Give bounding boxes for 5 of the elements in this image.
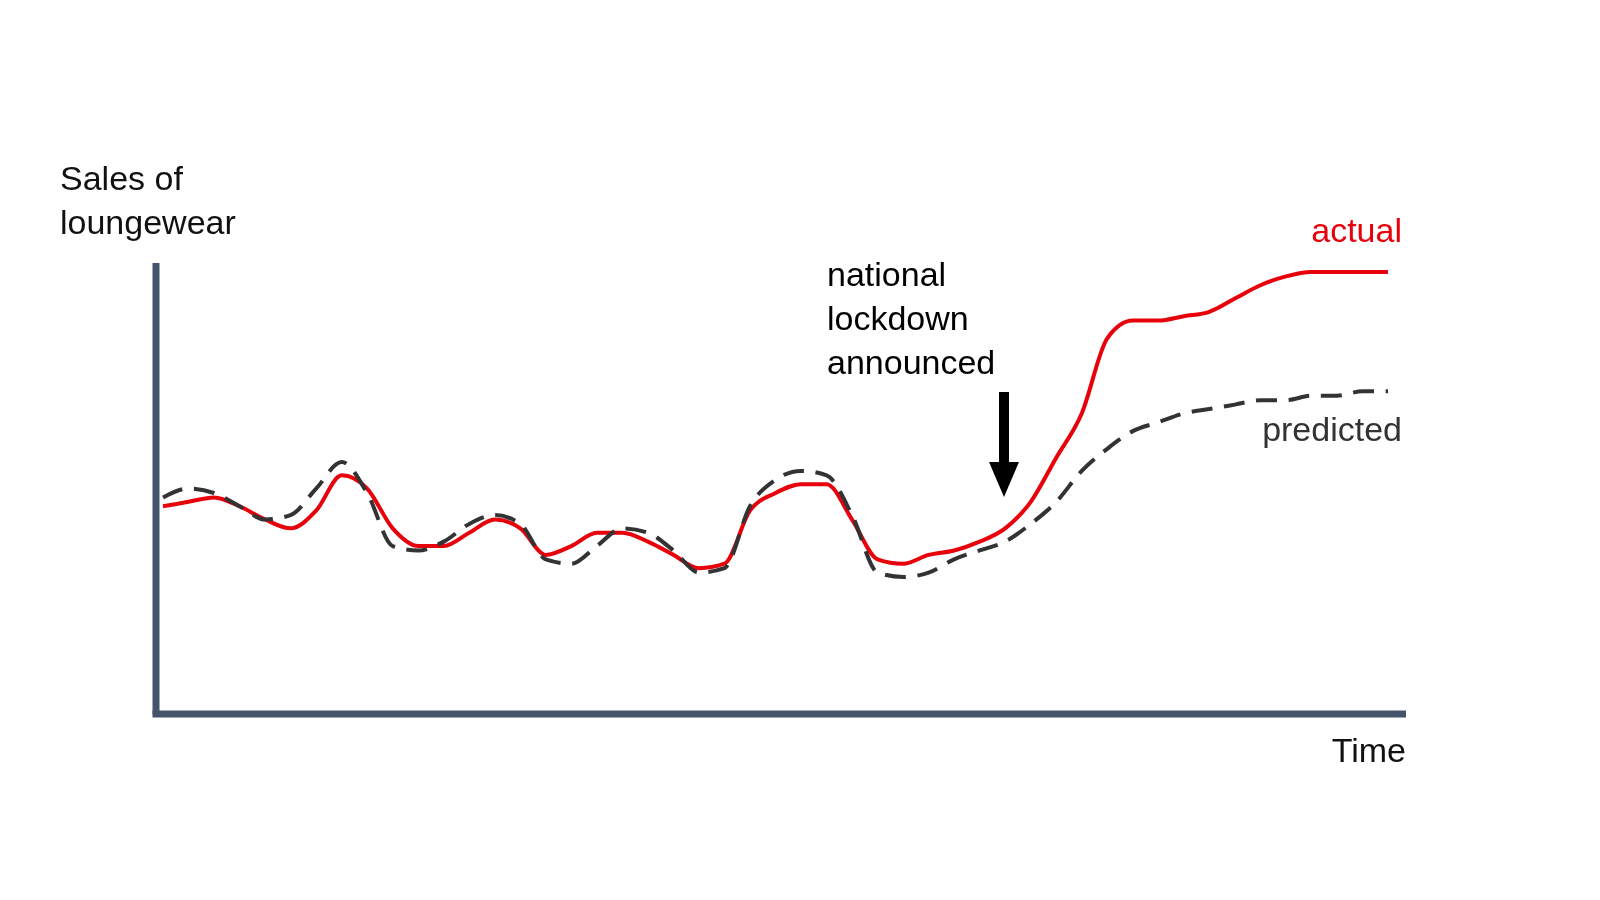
x-axis-title: Time [1331, 731, 1406, 769]
annotation: national lockdown announced [827, 255, 996, 381]
y-axis-title: Sales of loungewear [60, 159, 236, 241]
series-label: predicted [1262, 410, 1402, 449]
series-label: actual [1311, 211, 1402, 249]
